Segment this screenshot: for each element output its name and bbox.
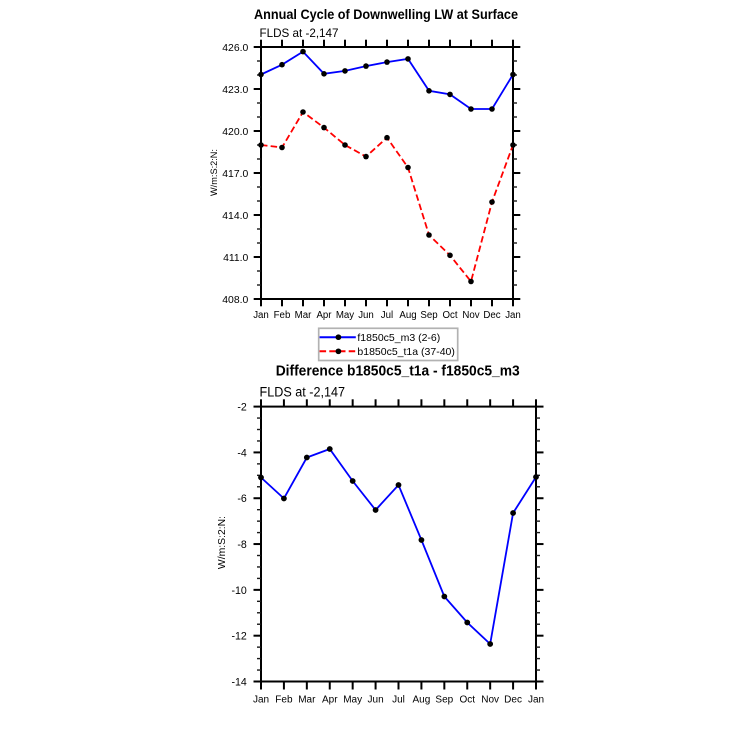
svg-text:Oct: Oct [459,694,475,705]
svg-text:Nov: Nov [481,694,499,705]
svg-text:408.0: 408.0 [222,295,248,306]
svg-text:-6: -6 [237,493,247,505]
svg-text:FLDS at -2,147: FLDS at -2,147 [260,385,346,400]
svg-text:May: May [343,694,362,705]
svg-text:Mar: Mar [298,694,316,705]
svg-text:Feb: Feb [275,694,293,705]
svg-text:Aug: Aug [413,694,431,705]
svg-text:Jan: Jan [528,694,544,705]
svg-text:f1850c5_m3 (2-6): f1850c5_m3 (2-6) [357,332,440,344]
svg-text:Aug: Aug [399,310,416,321]
svg-text:-10: -10 [231,585,246,597]
svg-text:Jan: Jan [253,694,269,705]
svg-text:Jan: Jan [505,310,521,321]
svg-text:Jan: Jan [253,310,269,321]
svg-text:-14: -14 [231,677,246,689]
svg-text:W/m:S:2:N:: W/m:S:2:N: [217,516,228,569]
svg-text:Dec: Dec [483,310,500,321]
svg-text:Dec: Dec [504,694,522,705]
svg-text:-8: -8 [237,539,247,551]
svg-text:Apr: Apr [322,694,338,705]
svg-text:May: May [336,310,354,321]
svg-text:b1850c5_t1a (37-40): b1850c5_t1a (37-40) [357,346,455,358]
svg-text:Feb: Feb [274,310,291,321]
svg-text:Sep: Sep [435,694,453,705]
svg-text:W/m:S:2:N:: W/m:S:2:N: [209,149,219,196]
svg-text:Nov: Nov [462,310,479,321]
svg-text:-4: -4 [237,447,247,459]
svg-text:Mar: Mar [295,310,312,321]
svg-text:Jul: Jul [381,310,393,321]
svg-text:414.0: 414.0 [222,211,248,222]
svg-text:-12: -12 [231,631,246,643]
svg-text:Annual Cycle of Downwelling LW: Annual Cycle of Downwelling LW at Surfac… [254,6,518,22]
svg-text:Sep: Sep [420,310,437,321]
svg-text:FLDS at -2,147: FLDS at -2,147 [260,26,339,40]
svg-text:417.0: 417.0 [222,169,248,180]
svg-text:Jun: Jun [368,694,384,705]
svg-text:Jul: Jul [392,694,405,705]
svg-text:411.0: 411.0 [223,253,248,264]
svg-text:-2: -2 [237,402,247,414]
svg-text:426.0: 426.0 [222,43,248,54]
svg-text:Apr: Apr [316,310,332,321]
svg-text:423.0: 423.0 [222,85,248,96]
svg-text:Jun: Jun [358,310,374,321]
svg-text:420.0: 420.0 [222,127,248,138]
svg-text:Difference b1850c5_t1a - f1850: Difference b1850c5_t1a - f1850c5_m3 [276,363,520,380]
svg-text:Oct: Oct [442,310,457,321]
